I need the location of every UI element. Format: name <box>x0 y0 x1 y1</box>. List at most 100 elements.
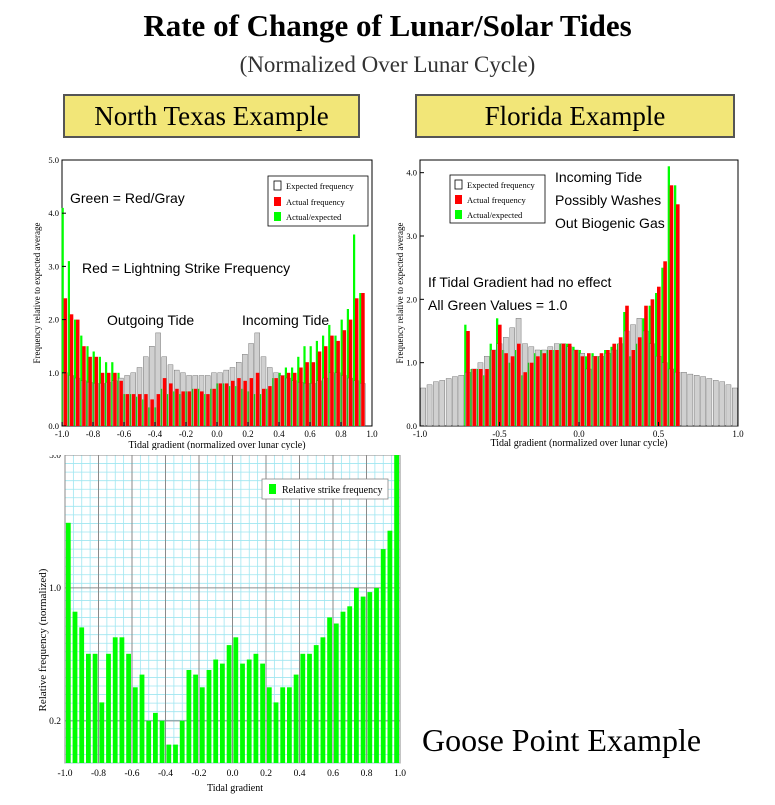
nt-bar-actual <box>299 367 303 426</box>
florida-label: Florida Example <box>415 94 735 138</box>
gp-bar <box>253 653 259 763</box>
gp-xtick-label: -0.2 <box>191 769 206 779</box>
fl-bar-actual <box>491 350 496 426</box>
gp-bar <box>92 653 98 763</box>
nt-ylabel: Frequency relative to expected average <box>32 223 42 364</box>
gp-bar <box>106 653 111 763</box>
gp-bar <box>273 702 279 763</box>
gp-bar <box>260 663 265 763</box>
gp-ylabel: Relative frequency (normalized) <box>37 568 49 711</box>
gp-xtick-label: 0.0 <box>227 769 239 779</box>
fl-bar-actual <box>561 343 566 426</box>
gp-ytick-label: 1.0 <box>49 584 61 594</box>
fl-bar-actual <box>472 369 477 426</box>
nt-xtick-label: 0.2 <box>242 429 253 439</box>
nt-bar-actual <box>231 380 235 426</box>
nt-legend-ratio: Actual/expected <box>286 212 342 222</box>
fl-ylabel: Frequency relative to expected average <box>395 223 405 364</box>
nt-bar-actual <box>212 388 216 426</box>
gp-xtick-label: 1.0 <box>394 769 406 779</box>
fl-annotation-gas: Out Biogenic Gas <box>555 215 665 231</box>
fl-legend-expected: Expected frequency <box>467 180 535 190</box>
fl-bar-actual <box>523 372 527 426</box>
north-texas-chart: -1.0 -0.8 -0.6 -0.4 -0.2 0.0 0.2 0.4 0.6 0.8 1.0 0… <box>32 155 378 450</box>
gp-ytick-label: 0.2 <box>49 717 61 727</box>
fl-bar-expected <box>439 380 446 427</box>
nt-bar-actual <box>293 372 297 426</box>
nt-bar-actual <box>131 394 136 426</box>
fl-bar-actual <box>498 324 502 426</box>
nt-bar-actual <box>113 372 117 426</box>
nt-bar-actual <box>181 391 185 426</box>
gp-bar <box>280 687 286 763</box>
fl-bar-actual <box>587 353 591 426</box>
gp-xtick-label: 0.8 <box>361 769 373 779</box>
nt-bar-actual <box>342 330 347 426</box>
page-subtitle: (Normalized Over Lunar Cycle) <box>239 52 536 77</box>
gp-bar <box>313 645 319 763</box>
gp-bar <box>220 663 225 763</box>
fl-xtick-label: -1.0 <box>413 429 428 439</box>
nt-bar-actual <box>107 372 111 426</box>
nt-bar-actual <box>193 388 198 426</box>
nt-ytick-label: 0.0 <box>48 421 59 431</box>
gp-bar <box>86 653 91 763</box>
fl-bar-expected <box>719 381 725 427</box>
nt-annotation-red: Red = Lightning Strike Frequency <box>82 260 290 276</box>
nt-xtick-label: -0.4 <box>148 429 163 439</box>
fl-xtick-label: 0.5 <box>653 429 665 439</box>
fl-bar-actual <box>612 343 616 426</box>
nt-legend-actual: Actual frequency <box>286 197 346 207</box>
fl-bar-actual <box>536 356 540 426</box>
gp-bar <box>179 720 185 763</box>
fl-bar-expected <box>725 384 732 427</box>
nt-bar-actual <box>144 394 148 426</box>
nt-legend-expected-swatch <box>273 180 282 191</box>
nt-legend-expected: Expected frequency <box>286 181 354 191</box>
fl-bar-actual <box>618 337 623 426</box>
fl-xtick-label: 1.0 <box>732 429 744 439</box>
gp-xtick-label: 0.6 <box>327 769 339 779</box>
nt-bar-actual <box>243 380 247 426</box>
gp-bar <box>186 670 192 763</box>
gp-bar <box>333 623 339 763</box>
nt-legend: Expected frequency Actual frequency Actu… <box>267 175 369 227</box>
gp-bar <box>173 744 178 763</box>
gp-bar <box>153 712 158 763</box>
fl-bar-expected <box>706 378 713 427</box>
fl-bar-actual <box>631 350 636 426</box>
nt-xtick-label: -0.8 <box>86 429 101 439</box>
gp-bar <box>226 645 232 763</box>
fl-bar-actual <box>657 286 661 426</box>
fl-legend-ratio-swatch <box>455 210 462 219</box>
fl-bar-expected <box>426 384 433 427</box>
fl-bar-expected <box>420 387 426 427</box>
fl-bar-actual <box>637 337 642 426</box>
fl-legend-ratio: Actual/expected <box>467 210 523 220</box>
fl-legend-expected-swatch <box>454 179 463 190</box>
fl-bar-expected <box>458 375 465 427</box>
gp-bar <box>166 744 172 763</box>
page-title: Rate of Change of Lunar/Solar Tides <box>143 8 632 43</box>
nt-bar-actual <box>280 375 285 426</box>
nt-ytick-label: 1.0 <box>48 368 59 378</box>
gp-legend-swatch <box>269 484 276 494</box>
fl-ytick-label: 4.0 <box>406 168 417 178</box>
nt-bar-actual <box>69 314 74 426</box>
gp-bar <box>374 587 379 763</box>
fl-bar-actual <box>644 305 648 426</box>
gp-xlabel: Tidal gradient <box>207 783 263 794</box>
fl-bar-actual <box>574 350 578 426</box>
gp-xtick-label: 0.4 <box>294 769 306 779</box>
gp-bar <box>99 702 105 763</box>
gp-bar <box>287 687 292 763</box>
nt-bar-actual <box>224 383 229 426</box>
nt-bar-actual <box>311 362 316 426</box>
nt-bar-ratio <box>67 261 70 426</box>
fl-bar-actual <box>669 185 674 426</box>
fl-ytick-label: 3.0 <box>406 231 417 241</box>
gp-bar <box>246 659 252 763</box>
nt-xtick-label: 0.0 <box>211 429 223 439</box>
nt-bar-ratio <box>353 234 356 426</box>
gp-bar <box>327 617 332 763</box>
